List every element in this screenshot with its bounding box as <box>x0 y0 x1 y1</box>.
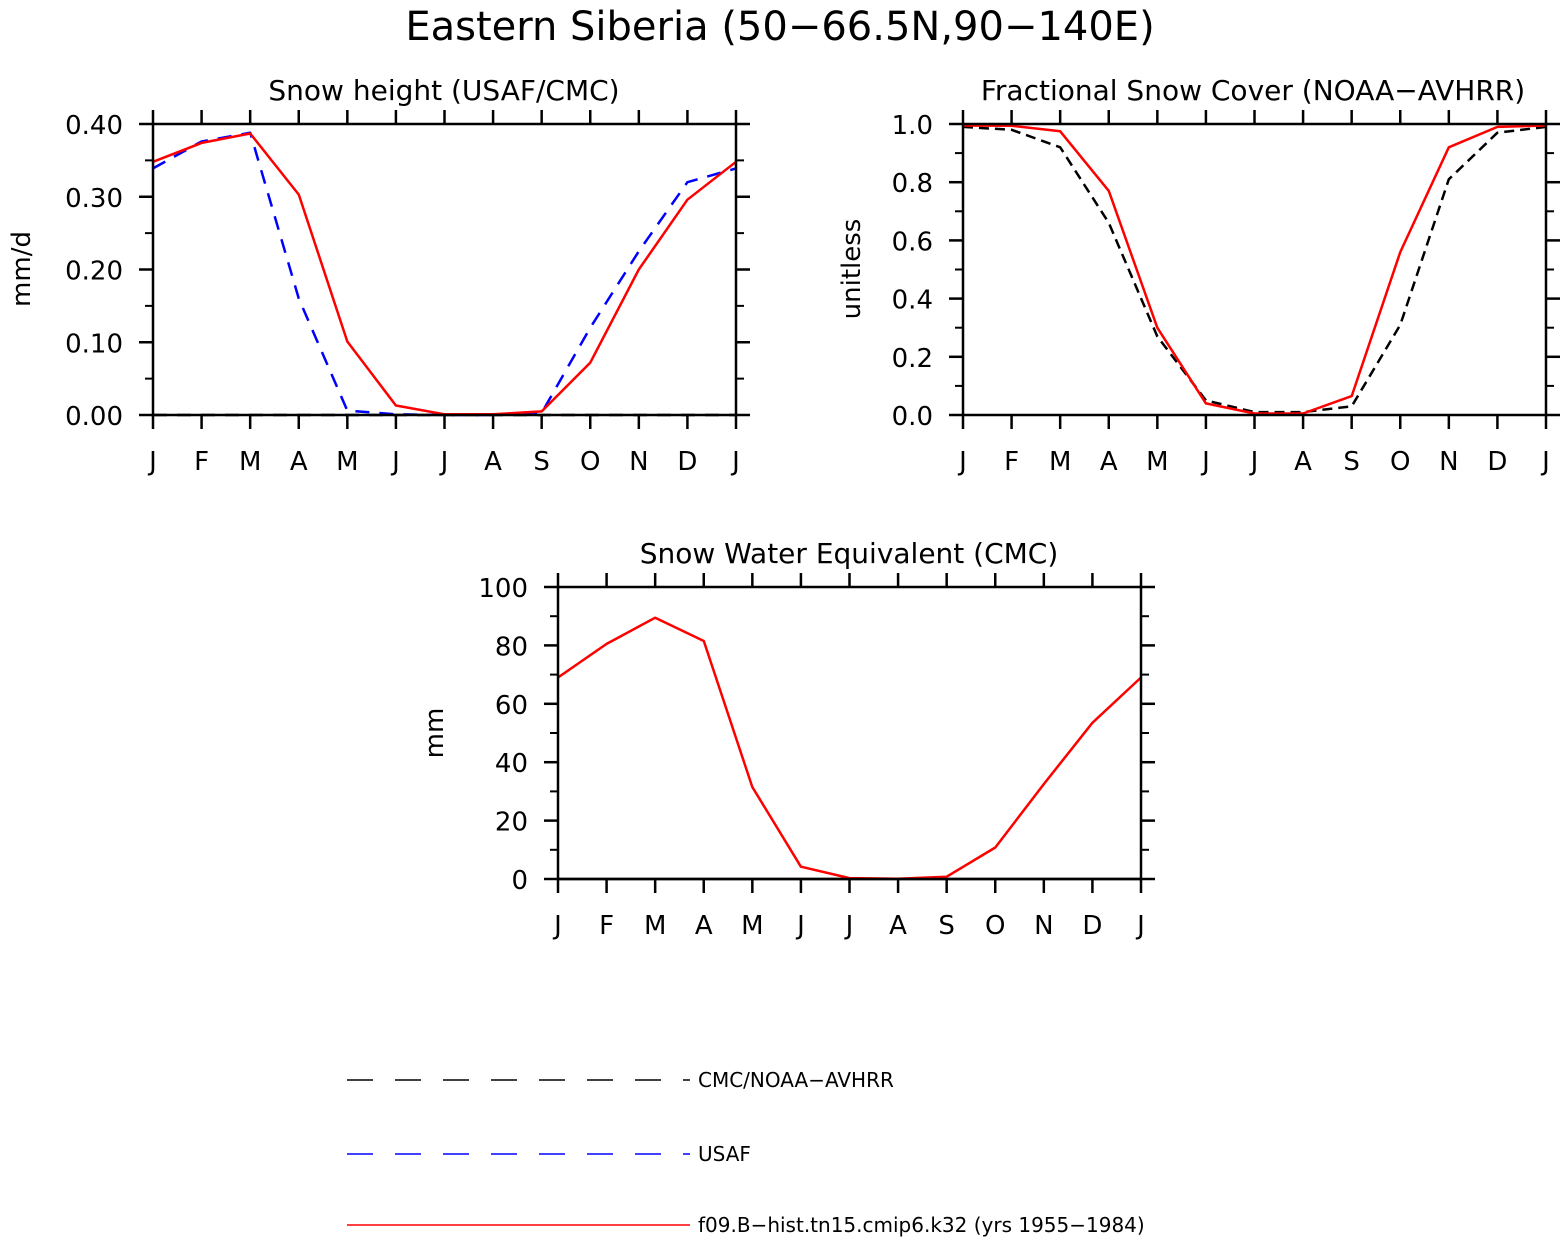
snow-cover-x-tick-label: J <box>957 447 967 477</box>
snow-height-x-tick-label: N <box>629 447 648 477</box>
swe-y-axis-label: mm <box>420 708 450 759</box>
snow-height-y-tick-label: 0.40 <box>65 111 123 141</box>
swe-x-tick-label: A <box>695 911 713 941</box>
swe-x-tick-label: F <box>599 911 614 941</box>
swe-x-tick-label: O <box>985 911 1005 941</box>
snow-height-x-tick-label: J <box>390 447 400 477</box>
snow-cover-panel-title: Fractional Snow Cover (NOAA−AVHRR) <box>981 74 1525 107</box>
snow-height-x-tick-label: A <box>484 447 502 477</box>
snow-height-x-tick-label: J <box>730 447 740 477</box>
swe-x-tick-label: M <box>644 911 666 941</box>
snow-height-y-axis-label: mm/d <box>7 231 37 307</box>
snow-height-series-line-1 <box>152 131 737 417</box>
snow-cover-y-tick-label: 0.6 <box>892 227 933 257</box>
snow-cover-plot-frame <box>961 122 1548 417</box>
snow-height-panel-title: Snow height (USAF/CMC) <box>268 74 619 107</box>
snow-cover-x-tick-label: N <box>1439 447 1458 477</box>
snow-cover-panel: Fractional Snow Cover (NOAA−AVHRR) unitl… <box>837 74 1560 477</box>
snow-height-y-tick-label: 0.30 <box>65 184 123 214</box>
swe-x-tick-label: J <box>552 911 562 941</box>
snow-height-x-tick-label: O <box>580 447 600 477</box>
snow-cover-series-line-0 <box>962 125 1547 414</box>
snow-height-x-tick-label: J <box>439 447 449 477</box>
legend-label-1: USAF <box>698 1142 751 1166</box>
snow-height-x-tick-label: M <box>336 447 358 477</box>
snow-height-x-tick-label: F <box>194 447 209 477</box>
swe-plot-frame <box>556 585 1143 881</box>
snow-height-x-tick-label: A <box>290 447 308 477</box>
snow-height-y-tick-label: 0.20 <box>65 257 123 287</box>
snow-cover-x-tick-label: J <box>1540 447 1550 477</box>
snow-cover-x-tick-label: J <box>1200 447 1210 477</box>
swe-x-tick-label: J <box>795 911 805 941</box>
snow-cover-x-tick-label: M <box>1146 447 1168 477</box>
snow-cover-y-tick-label: 0.8 <box>892 169 933 199</box>
legend: CMC/NOAA−AVHRR USAF f09.B−hist.tn15.cmip6.… <box>347 1068 1145 1237</box>
swe-x-tick-label: D <box>1082 911 1102 941</box>
snow-height-x-tick-label: J <box>147 447 157 477</box>
snow-cover-x-tick-label: S <box>1343 447 1360 477</box>
snow-cover-y-tick-label: 0.0 <box>892 402 933 432</box>
swe-y-tick-label: 20 <box>495 808 528 838</box>
swe-x-tick-label: A <box>889 911 907 941</box>
snow-height-y-tick-label: 0.10 <box>65 329 123 359</box>
snow-height-y-tick-label: 0.00 <box>65 402 123 432</box>
swe-x-tick-label: J <box>844 911 854 941</box>
snow-height-series-line-2 <box>152 132 737 416</box>
snow-height-x-tick-label: S <box>533 447 550 477</box>
swe-y-tick-label: 100 <box>478 574 528 604</box>
swe-panel-title: Snow Water Equivalent (CMC) <box>640 537 1059 570</box>
snow-cover-y-tick-label: 0.2 <box>892 344 933 374</box>
swe-x-tick-label: M <box>741 911 763 941</box>
swe-series-line-1 <box>557 616 1142 880</box>
snow-cover-x-tick-label: O <box>1390 447 1410 477</box>
snow-cover-y-tick-label: 1.0 <box>892 111 933 141</box>
snow-height-x-tick-label: D <box>677 447 697 477</box>
legend-label-0: CMC/NOAA−AVHRR <box>698 1068 894 1092</box>
snow-cover-x-tick-label: M <box>1049 447 1071 477</box>
swe-x-tick-label: J <box>1135 911 1145 941</box>
swe-y-tick-label: 60 <box>495 691 528 721</box>
snow-height-x-tick-label: M <box>239 447 261 477</box>
snow-cover-y-axis-label: unitless <box>837 219 867 320</box>
swe-x-tick-label: N <box>1034 911 1053 941</box>
snow-cover-x-tick-label: F <box>1004 447 1019 477</box>
snow-cover-y-tick-label: 0.4 <box>892 286 933 316</box>
swe-y-tick-label: 0 <box>511 866 528 896</box>
swe-y-tick-label: 80 <box>495 632 528 662</box>
swe-y-tick-label: 40 <box>495 749 528 779</box>
snow-cover-x-tick-label: D <box>1487 447 1507 477</box>
figure-title: Eastern Siberia (50−66.5N,90−140E) <box>405 4 1154 50</box>
snow-cover-x-tick-label: J <box>1249 447 1259 477</box>
snow-cover-x-tick-label: A <box>1294 447 1312 477</box>
legend-label-2: f09.B−hist.tn15.cmip6.k32 (yrs 1955−1984… <box>698 1213 1145 1237</box>
snow-cover-x-tick-label: A <box>1100 447 1118 477</box>
snow-cover-series-line-1 <box>962 124 1547 415</box>
snow-height-plot-frame <box>151 122 738 417</box>
swe-x-tick-label: S <box>938 911 955 941</box>
